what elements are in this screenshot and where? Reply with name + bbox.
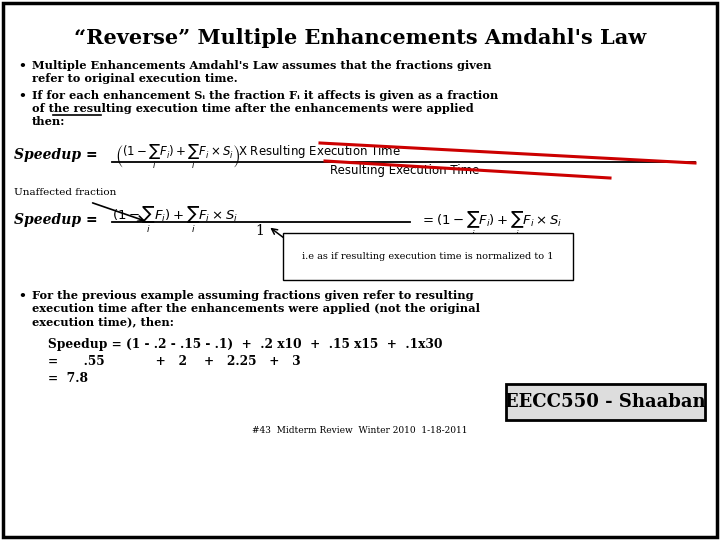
Text: =      .55            +   2    +   2.25   +   3: = .55 + 2 + 2.25 + 3	[48, 355, 301, 368]
Text: Multiple Enhancements Amdahl's Law assumes that the fractions given: Multiple Enhancements Amdahl's Law assum…	[32, 60, 492, 71]
Text: $\left((1-\sum_i F_i)+\sum_i F_i \times S_i\right)\!$X Resulting Execution Time: $\left((1-\sum_i F_i)+\sum_i F_i \times …	[115, 143, 401, 171]
Text: of the resulting execution time after the enhancements were applied: of the resulting execution time after th…	[32, 103, 474, 114]
Text: •: •	[18, 290, 26, 303]
Text: execution time after the enhancements were applied (not the original: execution time after the enhancements we…	[32, 303, 480, 314]
Text: execution time), then:: execution time), then:	[32, 316, 174, 327]
Text: 1: 1	[255, 224, 264, 238]
Text: Unaffected fraction: Unaffected fraction	[14, 188, 117, 197]
Text: i.e as if resulting execution time is normalized to 1: i.e as if resulting execution time is no…	[302, 252, 554, 261]
Text: refer to original execution time.: refer to original execution time.	[32, 73, 238, 84]
Text: •: •	[18, 60, 26, 73]
Text: If for each enhancement Sᵢ the fraction Fᵢ it affects is given as a fraction: If for each enhancement Sᵢ the fraction …	[32, 90, 498, 101]
Text: Speedup =: Speedup =	[14, 148, 98, 162]
Text: =  7.8: = 7.8	[48, 372, 88, 385]
Text: EECC550 - Shaaban: EECC550 - Shaaban	[505, 393, 706, 411]
Text: then:: then:	[32, 116, 66, 127]
Text: “Reverse” Multiple Enhancements Amdahl's Law: “Reverse” Multiple Enhancements Amdahl's…	[74, 28, 646, 48]
Text: Speedup = (1 - .2 - .15 - .1)  +  .2 x10  +  .15 x15  +  .1x30: Speedup = (1 - .2 - .15 - .1) + .2 x10 +…	[48, 338, 443, 351]
Text: For the previous example assuming fractions given refer to resulting: For the previous example assuming fracti…	[32, 290, 474, 301]
Text: Speedup =: Speedup =	[14, 213, 98, 227]
FancyBboxPatch shape	[506, 384, 705, 420]
Text: Resulting Execution Time: Resulting Execution Time	[330, 164, 480, 177]
Text: $= (1-\sum_i F_i)+\sum_i F_i \times S_i$: $= (1-\sum_i F_i)+\sum_i F_i \times S_i$	[420, 210, 562, 240]
FancyBboxPatch shape	[3, 3, 717, 537]
Text: •: •	[18, 90, 26, 103]
Text: $(1-\sum_i F_i)+\sum_i F_i \times S_i$: $(1-\sum_i F_i)+\sum_i F_i \times S_i$	[112, 205, 238, 235]
Text: #43  Midterm Review  Winter 2010  1-18-2011: #43 Midterm Review Winter 2010 1-18-2011	[252, 426, 468, 435]
